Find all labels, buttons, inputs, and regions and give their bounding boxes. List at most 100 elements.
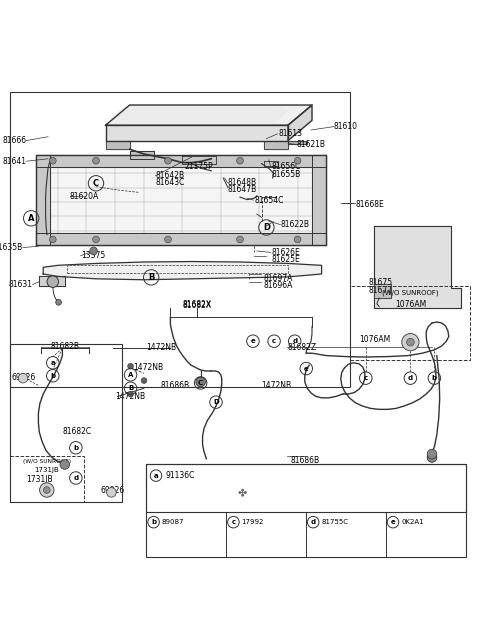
Bar [350, 286, 470, 361]
Circle shape [141, 377, 147, 383]
Text: 81696A: 81696A [264, 281, 293, 290]
Circle shape [47, 276, 59, 287]
Text: 81643C: 81643C [156, 178, 185, 187]
Polygon shape [264, 161, 278, 166]
Circle shape [93, 236, 99, 243]
Circle shape [402, 334, 419, 351]
Polygon shape [43, 261, 322, 279]
Text: b: b [73, 445, 78, 451]
Text: (W/O SUNROOF): (W/O SUNROOF) [382, 290, 439, 296]
Text: 81642B: 81642B [156, 171, 185, 180]
Text: 81682X: 81682X [182, 301, 211, 310]
Text: 81682B: 81682B [50, 343, 79, 352]
Polygon shape [110, 107, 288, 122]
Circle shape [93, 157, 99, 164]
Text: 81675: 81675 [369, 278, 393, 287]
Text: 81622B: 81622B [281, 220, 310, 229]
Text: 1076AM: 1076AM [395, 300, 426, 309]
Text: 81654C: 81654C [254, 196, 284, 205]
Text: e: e [391, 519, 396, 525]
Circle shape [427, 453, 437, 462]
Text: c: c [231, 519, 236, 525]
Text: 17992: 17992 [241, 519, 264, 525]
Circle shape [427, 453, 437, 462]
Polygon shape [264, 140, 288, 149]
Circle shape [128, 363, 133, 369]
Polygon shape [374, 283, 391, 298]
Circle shape [90, 247, 97, 255]
Text: 81656C: 81656C [271, 162, 300, 171]
Text: e: e [304, 366, 309, 372]
Text: D: D [213, 399, 219, 405]
Text: d: d [408, 375, 413, 381]
Text: 81613: 81613 [278, 129, 302, 138]
Bar [10, 457, 84, 502]
Text: 81610: 81610 [334, 122, 358, 131]
Text: 81631: 81631 [9, 280, 33, 289]
Text: 81682C: 81682C [62, 427, 92, 436]
Circle shape [60, 460, 70, 469]
Text: d: d [311, 519, 316, 525]
Text: B: B [148, 273, 155, 282]
Bar [10, 91, 350, 387]
Polygon shape [288, 105, 312, 140]
Text: 91136C: 91136C [166, 471, 195, 480]
Text: 81655B: 81655B [271, 169, 300, 178]
Text: (W/O SUNROOF): (W/O SUNROOF) [23, 459, 71, 464]
Polygon shape [106, 125, 288, 140]
Text: A: A [28, 214, 35, 223]
Circle shape [107, 488, 116, 497]
Text: 81682X: 81682X [182, 300, 211, 309]
Text: 69926: 69926 [12, 373, 36, 382]
Polygon shape [36, 155, 326, 245]
Text: 81635B: 81635B [0, 243, 23, 252]
Polygon shape [182, 156, 216, 164]
Polygon shape [130, 151, 154, 159]
Circle shape [407, 338, 414, 346]
Text: 1472NB: 1472NB [115, 392, 145, 401]
Text: 1472NB: 1472NB [262, 381, 292, 390]
Polygon shape [106, 140, 130, 149]
Text: d: d [73, 475, 78, 481]
Text: 81686B: 81686B [290, 456, 320, 465]
Text: 81620A: 81620A [70, 192, 99, 201]
Text: e: e [251, 338, 255, 344]
Circle shape [165, 236, 171, 243]
Circle shape [56, 299, 61, 305]
Text: 81697A: 81697A [264, 274, 293, 283]
Circle shape [294, 157, 301, 164]
Text: 81648B: 81648B [228, 178, 257, 187]
Text: 81621B: 81621B [297, 140, 325, 149]
Text: 81668E: 81668E [355, 200, 384, 209]
Bar [146, 464, 466, 557]
Text: 69926: 69926 [101, 486, 125, 495]
Text: c: c [272, 338, 276, 344]
Text: b: b [151, 519, 156, 525]
Text: 1731JB: 1731JB [26, 475, 53, 484]
Text: 81625E: 81625E [271, 255, 300, 264]
Bar [10, 344, 122, 502]
Text: d: d [292, 338, 297, 344]
Circle shape [128, 391, 133, 397]
Text: D: D [263, 223, 270, 232]
Circle shape [294, 236, 301, 243]
Text: b: b [432, 375, 437, 381]
Text: 81682Z: 81682Z [287, 343, 316, 352]
Circle shape [49, 236, 56, 243]
Circle shape [40, 483, 54, 497]
Circle shape [49, 157, 56, 164]
Text: C: C [93, 179, 99, 188]
Polygon shape [36, 155, 326, 167]
Circle shape [165, 157, 171, 164]
Text: ✤: ✤ [238, 488, 247, 498]
Text: C: C [198, 380, 203, 386]
Circle shape [18, 374, 28, 383]
Circle shape [237, 157, 243, 164]
Polygon shape [288, 140, 307, 144]
Text: 81755C: 81755C [322, 519, 348, 525]
Text: 21175P: 21175P [185, 162, 214, 171]
Text: b: b [50, 373, 55, 379]
Circle shape [196, 377, 205, 387]
Text: B: B [128, 385, 133, 392]
Polygon shape [312, 155, 326, 245]
